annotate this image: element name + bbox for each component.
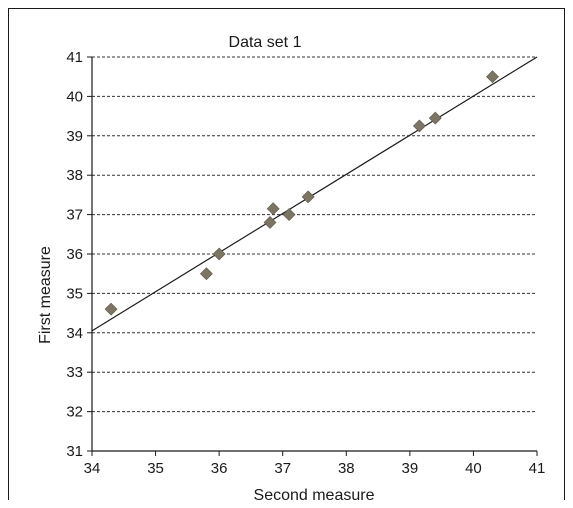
- data-point-6: [282, 208, 296, 222]
- y-tick-label-34: 34: [66, 325, 83, 342]
- data-point-2: [200, 267, 213, 281]
- y-tick-label-40: 40: [66, 88, 83, 105]
- y-tick-label-33: 33: [66, 364, 83, 381]
- y-tick-label-39: 39: [66, 128, 83, 145]
- y-tick-label-41: 41: [66, 49, 83, 66]
- y-tick-labels: 31 32 33 34 35 36 37 38 39 40 41: [66, 49, 83, 460]
- x-tick-label-41: 41: [529, 460, 546, 477]
- x-tick-labels: 34 35 36 37 38 39 40 41: [84, 460, 546, 477]
- x-tick-label-35: 35: [147, 460, 164, 477]
- gridlines: [92, 56, 537, 413]
- data-point-3: [212, 247, 226, 261]
- x-tick-label-40: 40: [465, 460, 482, 477]
- x-axis-label: Second measure: [254, 487, 375, 504]
- y-tick-label-36: 36: [66, 246, 83, 263]
- data-points: [104, 70, 499, 316]
- axes: [87, 56, 538, 456]
- data-point-4: [263, 216, 277, 229]
- y-tick-label-31: 31: [66, 443, 83, 460]
- x-tick-label-38: 38: [338, 460, 355, 477]
- y-tick-label-38: 38: [66, 167, 83, 184]
- y-tick-label-32: 32: [66, 404, 83, 421]
- x-tick-label-36: 36: [211, 460, 228, 477]
- y-axis-label: First measure: [37, 246, 54, 344]
- data-point-5: [266, 202, 280, 216]
- y-tick-label-35: 35: [66, 285, 83, 302]
- fit-line: [91, 56, 538, 332]
- chart-title: Data set 1: [229, 34, 302, 51]
- data-point-10: [486, 70, 499, 84]
- fit-line-layer: [91, 56, 538, 332]
- data-point-8: [412, 119, 426, 133]
- data-point-9: [428, 111, 442, 125]
- y-tick-label-37: 37: [66, 207, 83, 224]
- x-tick-label-39: 39: [402, 460, 419, 477]
- x-tick-label-37: 37: [274, 460, 291, 477]
- data-point-7: [301, 190, 315, 204]
- x-tick-label-34: 34: [84, 460, 101, 477]
- data-point-1: [104, 302, 118, 316]
